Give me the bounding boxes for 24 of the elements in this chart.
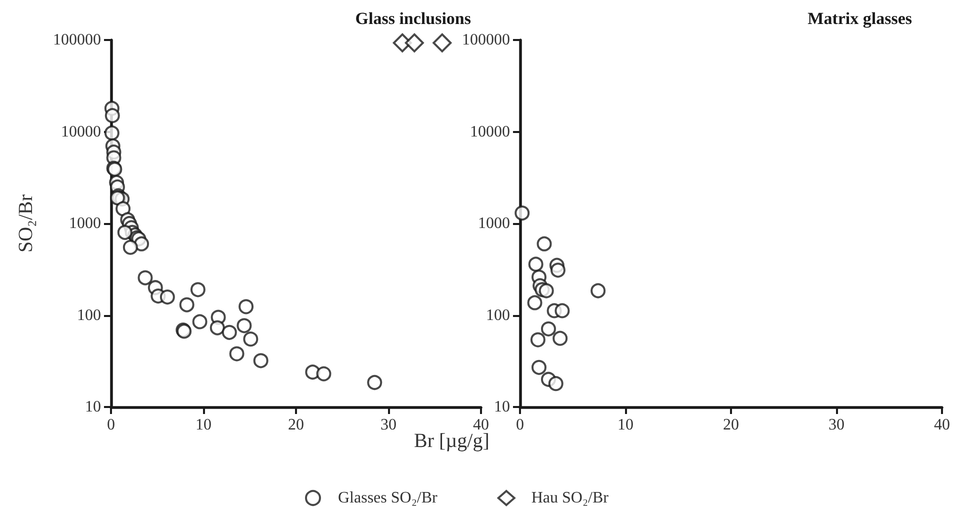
y-tick-label: 100 (77, 306, 101, 324)
y-tick-label: 1000 (69, 215, 101, 232)
y-tick-label: 10000 (470, 123, 510, 140)
y-tick-label: 10 (85, 398, 101, 416)
y-tick-label: 10000 (61, 123, 101, 140)
x-tick-label: 30 (380, 416, 396, 434)
chart-title: Glass inclusions (355, 9, 472, 28)
legend-label: Glasses SO₂/Br (338, 490, 438, 506)
x-tick-label: 20 (723, 416, 739, 434)
y-tick-label: 100 (486, 306, 510, 324)
x-tick-label: 10 (196, 416, 212, 434)
y-tick-label: 10 (494, 398, 510, 416)
x-tick-label: 10 (618, 416, 634, 434)
x-tick-label: 0 (107, 416, 115, 434)
y-tick-label: 100000 (462, 32, 510, 48)
x-tick-label: 20 (288, 416, 304, 434)
legend-label: Hau SO₂/Br (531, 490, 610, 506)
y-tick-label: 100000 (53, 32, 101, 48)
chart-title: Matrix glasses (808, 9, 912, 28)
x-tick-label: 30 (828, 416, 844, 434)
y-axis-title: SO₂/Br (15, 194, 37, 253)
y-tick-label: 1000 (478, 215, 510, 232)
x-tick-label: 0 (516, 416, 524, 434)
x-tick-label: 40 (934, 416, 950, 434)
